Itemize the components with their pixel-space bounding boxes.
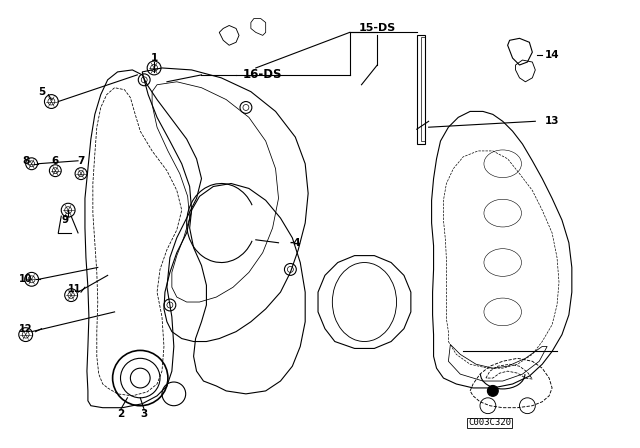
Text: 8: 8 [22, 156, 29, 166]
Text: 12: 12 [19, 324, 33, 334]
Text: 16-DS: 16-DS [243, 69, 282, 82]
Text: 11: 11 [68, 284, 82, 294]
Text: 15-DS: 15-DS [358, 23, 396, 34]
Text: 3: 3 [141, 409, 148, 418]
Text: 9: 9 [61, 215, 68, 225]
Circle shape [488, 385, 499, 396]
Text: C003C320: C003C320 [468, 418, 511, 427]
Text: 10: 10 [19, 274, 33, 284]
Text: 14: 14 [545, 50, 559, 60]
Text: 13: 13 [545, 116, 559, 126]
Bar [420, 37, 425, 141]
Bar [417, 35, 425, 144]
Text: 6: 6 [52, 156, 59, 166]
Text: -4: -4 [289, 238, 301, 248]
Text: 1: 1 [150, 53, 157, 63]
Text: 2: 2 [117, 409, 124, 418]
Text: 7: 7 [77, 156, 84, 166]
Text: 5: 5 [38, 86, 45, 97]
